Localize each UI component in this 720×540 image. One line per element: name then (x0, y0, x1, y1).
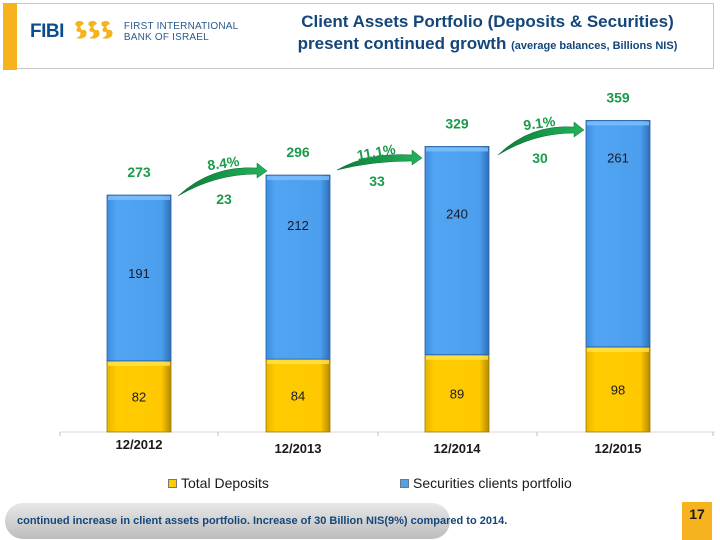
securities-value-label: 240 (446, 206, 468, 221)
logo-line-1: FIRST INTERNATIONAL (123, 21, 239, 32)
footer-summary-bar (5, 503, 450, 539)
chart-legend: Total Deposits Securities clients portfo… (0, 475, 720, 495)
legend-swatch-deposits (168, 478, 177, 488)
securities-value-label: 261 (607, 150, 629, 165)
x-tick-label: 12/2014 (434, 441, 482, 456)
legend-label: Total Deposits (181, 475, 269, 491)
total-value-label: 329 (445, 115, 469, 131)
growth-delta-label: 30 (532, 150, 548, 166)
growth-arrow-icon (177, 162, 268, 197)
deposits-value-label: 84 (291, 389, 305, 404)
legend-item-securities: Securities clients portfolio (400, 475, 572, 491)
page-title: Client Assets Portfolio (Deposits & Secu… (260, 11, 715, 57)
growth-delta-label: 33 (369, 173, 385, 189)
growth-arrow-icon (497, 121, 585, 156)
bar-segment-securities (265, 174, 331, 360)
legend-swatch-securities (400, 478, 409, 488)
bar-segment-highlight (267, 176, 329, 181)
page-number: 17 (682, 502, 712, 540)
footer-summary-text: continued increase in client assets port… (17, 515, 508, 527)
growth-percent-label: 9.1% (522, 113, 556, 133)
deposits-value-label: 98 (611, 382, 625, 397)
total-value-label: 359 (606, 89, 630, 105)
title-line-2: present continued growth (average balanc… (260, 33, 715, 57)
legend-label: Securities clients portfolio (413, 475, 572, 491)
bar-segment-highlight (426, 355, 488, 360)
deposits-value-label: 82 (132, 389, 146, 404)
x-tick-label: 12/2015 (595, 441, 642, 456)
logo-line-2: BANK OF ISRAEL (123, 32, 209, 43)
growth-percent-label: 8.4% (206, 153, 240, 173)
header-accent-bar (3, 3, 17, 70)
securities-value-label: 212 (287, 218, 309, 233)
title-line-1: Client Assets Portfolio (Deposits & Secu… (301, 12, 674, 31)
bar-segment-deposits (265, 358, 331, 433)
bar-segment-highlight (587, 121, 649, 126)
x-tick-label: 12/2012 (116, 437, 163, 452)
bar-segment-highlight (426, 147, 488, 152)
bank-logo: FIBI FIRST INTERNATIONAL BANK OF ISRAEL (30, 18, 238, 46)
header-box (3, 3, 714, 69)
bar-segment-deposits (424, 354, 490, 433)
bar-segment-securities (424, 146, 490, 356)
bar-segment-highlight (587, 347, 649, 352)
total-value-label: 273 (127, 164, 151, 180)
title-units: (average balances, Billions NIS) (511, 40, 678, 52)
legend-item-total-deposits: Total Deposits (168, 475, 269, 491)
x-tick-label: 12/2013 (275, 441, 322, 456)
bar-segment-highlight (267, 360, 329, 365)
bar-segment-securities (106, 194, 172, 362)
logo-bank-name: FIRST INTERNATIONAL BANK OF ISRAEL (124, 21, 239, 43)
logo-wordmark: FIBI (30, 21, 64, 42)
logo-waves-icon (75, 20, 113, 39)
stacked-bar-chart: 12/2012 12/2013 12/2014 12/2015 82 191 273 84 21… (59, 89, 715, 456)
securities-value-label: 191 (128, 266, 150, 281)
title-main: present continued growth (297, 34, 512, 53)
bar-segment-securities (585, 119, 651, 348)
bar-segment-highlight (108, 361, 170, 366)
deposits-value-label: 89 (450, 386, 464, 401)
growth-arrow-icon (336, 149, 423, 171)
total-value-label: 296 (286, 144, 310, 160)
bar-segment-deposits (585, 346, 651, 433)
bar-segment-highlight (108, 196, 170, 201)
growth-percent-label: 11.1% (356, 141, 398, 164)
growth-delta-label: 23 (216, 191, 232, 207)
